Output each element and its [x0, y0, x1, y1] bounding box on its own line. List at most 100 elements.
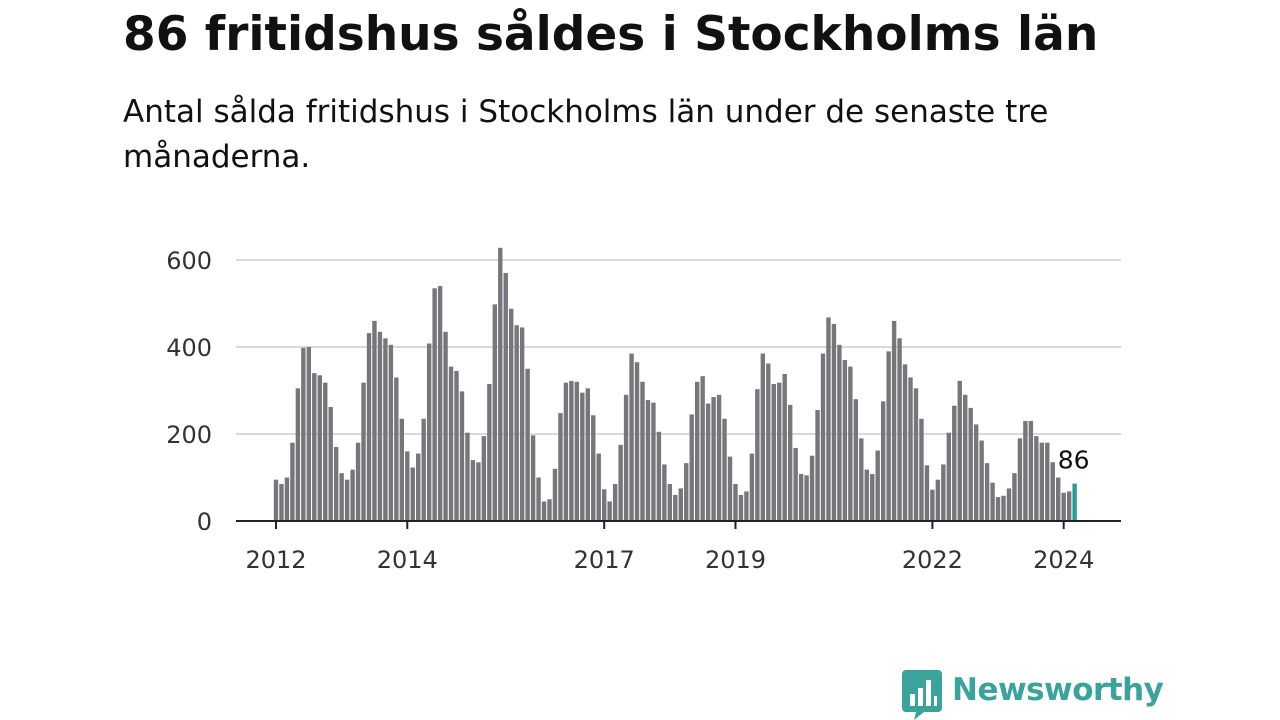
bar: [870, 474, 875, 521]
bar: [612, 484, 618, 521]
bar: [1061, 492, 1066, 521]
bar: [902, 364, 908, 521]
bar: [979, 440, 984, 521]
bar: [432, 288, 437, 521]
highlight-label: 86: [1058, 446, 1090, 475]
bar: [602, 489, 607, 521]
bar: [394, 377, 399, 521]
bar: [957, 380, 962, 521]
bar: [749, 453, 755, 521]
bar: [618, 444, 623, 521]
bar: [323, 382, 328, 521]
bar: [793, 447, 798, 521]
bar: [476, 462, 481, 521]
bar: [273, 479, 279, 521]
bar: [290, 442, 295, 521]
bar: [859, 438, 864, 521]
bar: [552, 468, 558, 521]
bar: [815, 410, 820, 521]
bar: [908, 377, 913, 521]
y-axis-labels: 0 200 400 600: [166, 247, 212, 536]
bars: [273, 247, 1077, 521]
bar: [875, 450, 880, 521]
bar: [1050, 462, 1055, 521]
bar: [421, 418, 426, 521]
bar: [519, 327, 525, 521]
bar: [678, 488, 683, 521]
bar: [930, 489, 935, 521]
bar: [481, 436, 487, 521]
y-tick-label: 0: [197, 508, 212, 536]
bar: [733, 484, 738, 521]
bar: [1017, 438, 1023, 521]
bar: [410, 467, 415, 521]
bar: [919, 418, 924, 521]
x-tick-label: 2012: [245, 546, 306, 574]
bar: [596, 453, 601, 521]
bar: [634, 362, 640, 521]
bar: [361, 382, 366, 521]
bar: [755, 389, 760, 521]
bar: [312, 373, 317, 521]
bar: [941, 464, 946, 521]
x-tick-label: 2017: [574, 546, 635, 574]
bar: [377, 331, 383, 521]
bar: [897, 338, 902, 521]
bar: [1006, 488, 1012, 521]
bar: [1012, 473, 1017, 521]
bar: [694, 381, 700, 521]
bar: [804, 475, 809, 521]
bar: [1066, 491, 1072, 521]
bar: [738, 494, 744, 521]
bar: [995, 497, 1001, 521]
bar: [1028, 420, 1034, 521]
bar: [848, 366, 853, 521]
bar: [826, 317, 831, 521]
bar: [372, 320, 377, 521]
bar: [525, 368, 530, 521]
bar: [1023, 420, 1028, 521]
bar: [301, 347, 306, 521]
bar: [1039, 442, 1044, 521]
bar: [662, 464, 667, 521]
bar: [569, 380, 574, 521]
chart-subtitle: Antal sålda fritidshus i Stockholms län …: [123, 94, 1049, 175]
bar: [744, 491, 749, 521]
bar: [727, 456, 733, 521]
bar: [492, 304, 497, 521]
bar: [651, 402, 656, 521]
bar: [645, 400, 651, 521]
x-tick-label: 2014: [377, 546, 438, 574]
bar: [946, 432, 952, 521]
bar: [864, 469, 869, 521]
bar: [339, 473, 344, 521]
bar: [416, 453, 421, 521]
x-tick-label: 2022: [902, 546, 963, 574]
bar: [640, 381, 645, 521]
bar: [705, 403, 711, 521]
bar: [853, 399, 859, 521]
bar: [684, 463, 689, 521]
bar: [842, 360, 848, 521]
bar: [306, 347, 312, 521]
bar: [591, 415, 596, 521]
bar: [656, 431, 662, 521]
bar: [766, 363, 771, 521]
bar: [689, 414, 694, 521]
bar: [284, 477, 290, 521]
y-tick-label: 600: [166, 247, 212, 275]
bar: [443, 331, 448, 521]
bar: [990, 482, 995, 521]
bar: [1034, 436, 1039, 521]
y-tick-label: 200: [166, 421, 212, 449]
x-axis-ticks: 2012 2014 2017 2019 2022 2024: [245, 521, 1094, 574]
bar: [563, 382, 569, 521]
y-tick-label: 400: [166, 334, 212, 362]
bar: [837, 344, 842, 521]
bar: [984, 463, 990, 521]
bar: [333, 447, 339, 521]
bar: [673, 494, 678, 521]
bar: [1001, 495, 1006, 521]
bar: [667, 484, 673, 521]
